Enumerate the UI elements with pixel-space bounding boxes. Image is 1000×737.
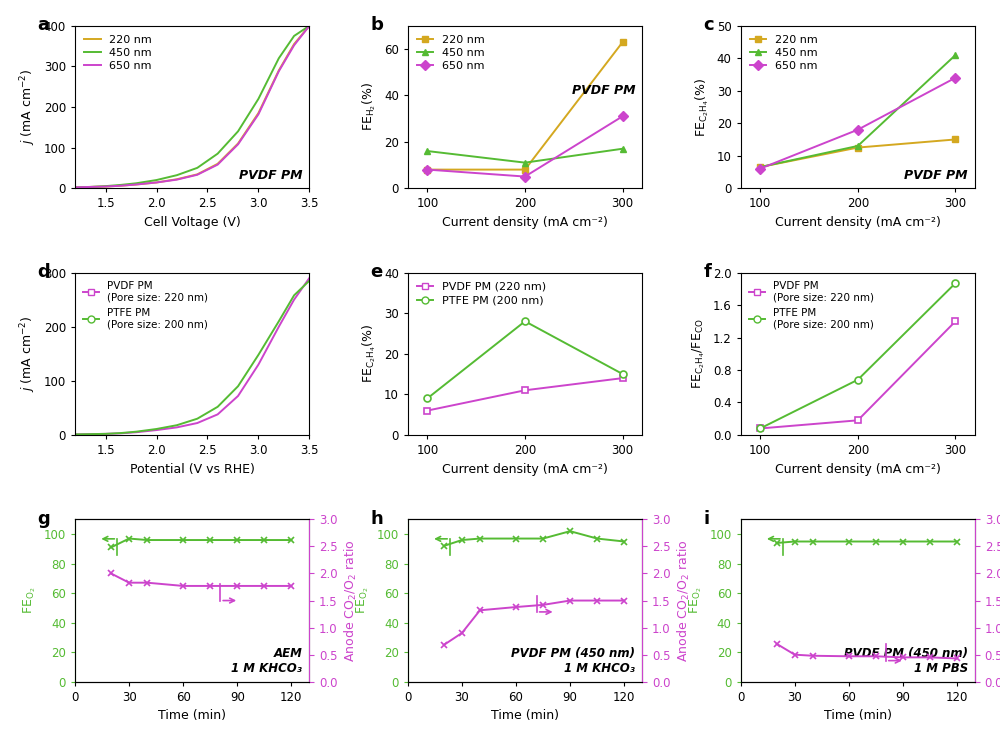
Text: g: g bbox=[38, 509, 50, 528]
Y-axis label: $j$ (mA cm$^{-2}$): $j$ (mA cm$^{-2}$) bbox=[19, 69, 38, 145]
X-axis label: Time (min): Time (min) bbox=[158, 709, 226, 722]
Text: e: e bbox=[370, 263, 383, 281]
Text: h: h bbox=[370, 509, 383, 528]
X-axis label: Current density (mA cm⁻²): Current density (mA cm⁻²) bbox=[775, 216, 941, 228]
X-axis label: Current density (mA cm⁻²): Current density (mA cm⁻²) bbox=[775, 463, 941, 475]
Y-axis label: Anode CO$_2$/O$_2$ ratio: Anode CO$_2$/O$_2$ ratio bbox=[343, 539, 359, 662]
Text: PVDF PM: PVDF PM bbox=[239, 169, 302, 181]
X-axis label: Cell Voltage (V): Cell Voltage (V) bbox=[144, 216, 241, 228]
Legend: PVDF PM
(Pore size: 220 nm), PTFE PM
(Pore size: 200 nm): PVDF PM (Pore size: 220 nm), PTFE PM (Po… bbox=[746, 278, 877, 332]
Text: PVDF PM (450 nm)
1 M KHCO₃: PVDF PM (450 nm) 1 M KHCO₃ bbox=[511, 647, 635, 675]
Text: AEM
1 M KHCO₃: AEM 1 M KHCO₃ bbox=[231, 647, 302, 675]
Text: PVDF PM: PVDF PM bbox=[904, 169, 968, 181]
Text: c: c bbox=[703, 16, 714, 34]
X-axis label: Current density (mA cm⁻²): Current density (mA cm⁻²) bbox=[442, 216, 608, 228]
Legend: PVDF PM (220 nm), PTFE PM (200 nm): PVDF PM (220 nm), PTFE PM (200 nm) bbox=[413, 278, 550, 310]
Legend: 220 nm, 450 nm, 650 nm: 220 nm, 450 nm, 650 nm bbox=[413, 32, 488, 74]
Y-axis label: FE$_{\rm C_2H_4}$/FE$_{\rm CO}$: FE$_{\rm C_2H_4}$/FE$_{\rm CO}$ bbox=[691, 318, 707, 389]
Y-axis label: FE$_{\rm C_2H_4}$(%): FE$_{\rm C_2H_4}$(%) bbox=[694, 77, 711, 136]
X-axis label: Time (min): Time (min) bbox=[491, 709, 559, 722]
Y-axis label: FE$_{\rm C_2H_4}$(%): FE$_{\rm C_2H_4}$(%) bbox=[361, 324, 378, 383]
X-axis label: Potential (V vs RHE): Potential (V vs RHE) bbox=[130, 463, 255, 475]
X-axis label: Current density (mA cm⁻²): Current density (mA cm⁻²) bbox=[442, 463, 608, 475]
Y-axis label: FE$_{\rm O_2}$: FE$_{\rm O_2}$ bbox=[687, 587, 704, 614]
Text: i: i bbox=[703, 509, 709, 528]
Y-axis label: Anode CO$_2$/O$_2$ ratio: Anode CO$_2$/O$_2$ ratio bbox=[676, 539, 692, 662]
Y-axis label: $j$ (mA cm$^{-2}$): $j$ (mA cm$^{-2}$) bbox=[19, 315, 38, 392]
Text: d: d bbox=[38, 263, 50, 281]
Y-axis label: FE$_{\rm O_2}$: FE$_{\rm O_2}$ bbox=[354, 587, 371, 614]
Legend: PVDF PM
(Pore size: 220 nm), PTFE PM
(Pore size: 200 nm): PVDF PM (Pore size: 220 nm), PTFE PM (Po… bbox=[80, 278, 211, 332]
Text: f: f bbox=[703, 263, 711, 281]
Y-axis label: FE$_{\rm H_2}$(%): FE$_{\rm H_2}$(%) bbox=[361, 83, 378, 131]
Y-axis label: FE$_{\rm O_2}$: FE$_{\rm O_2}$ bbox=[22, 587, 38, 614]
Text: PVDF PM (450 nm)
1 M PBS: PVDF PM (450 nm) 1 M PBS bbox=[844, 647, 968, 675]
Text: PVDF PM: PVDF PM bbox=[572, 84, 635, 97]
Legend: 220 nm, 450 nm, 650 nm: 220 nm, 450 nm, 650 nm bbox=[81, 32, 156, 74]
X-axis label: Time (min): Time (min) bbox=[824, 709, 892, 722]
Legend: 220 nm, 450 nm, 650 nm: 220 nm, 450 nm, 650 nm bbox=[746, 32, 821, 74]
Text: a: a bbox=[38, 16, 50, 34]
Text: b: b bbox=[370, 16, 383, 34]
